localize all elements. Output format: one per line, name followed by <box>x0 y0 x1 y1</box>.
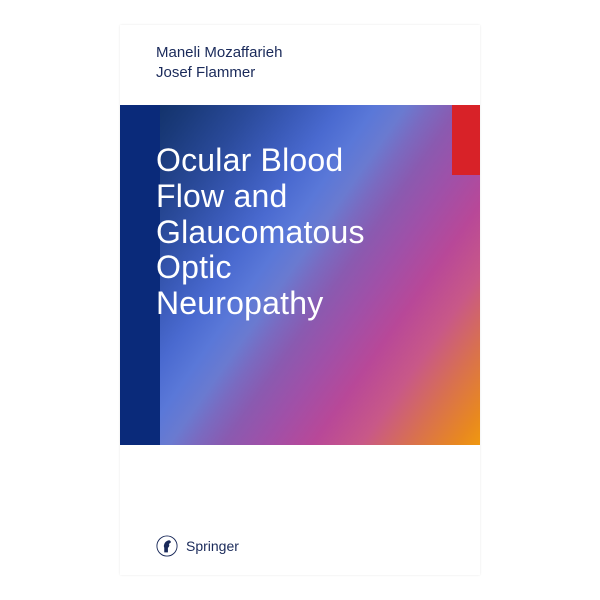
title-line: Neuropathy <box>156 285 323 321</box>
title-panel: Ocular Blood Flow and Glaucomatous Optic… <box>120 105 480 445</box>
authors-block: Maneli Mozaffarieh Josef Flammer <box>120 25 480 105</box>
title-line: Optic <box>156 249 232 285</box>
title-container: Ocular Blood Flow and Glaucomatous Optic… <box>156 143 440 322</box>
book-title: Ocular Blood Flow and Glaucomatous Optic… <box>156 143 440 322</box>
publisher-block: Springer <box>156 535 239 557</box>
springer-horse-icon <box>156 535 178 557</box>
left-blue-block <box>120 105 160 445</box>
red-accent-stripe <box>452 105 480 175</box>
author-1: Maneli Mozaffarieh <box>156 43 480 63</box>
title-line: Glaucomatous <box>156 214 365 250</box>
book-cover: Maneli Mozaffarieh Josef Flammer Ocular … <box>120 25 480 575</box>
title-line: Flow and <box>156 178 287 214</box>
title-line: Ocular Blood <box>156 142 343 178</box>
publisher-name: Springer <box>186 538 239 554</box>
author-2: Josef Flammer <box>156 63 480 83</box>
footer-block: Springer <box>120 445 480 575</box>
